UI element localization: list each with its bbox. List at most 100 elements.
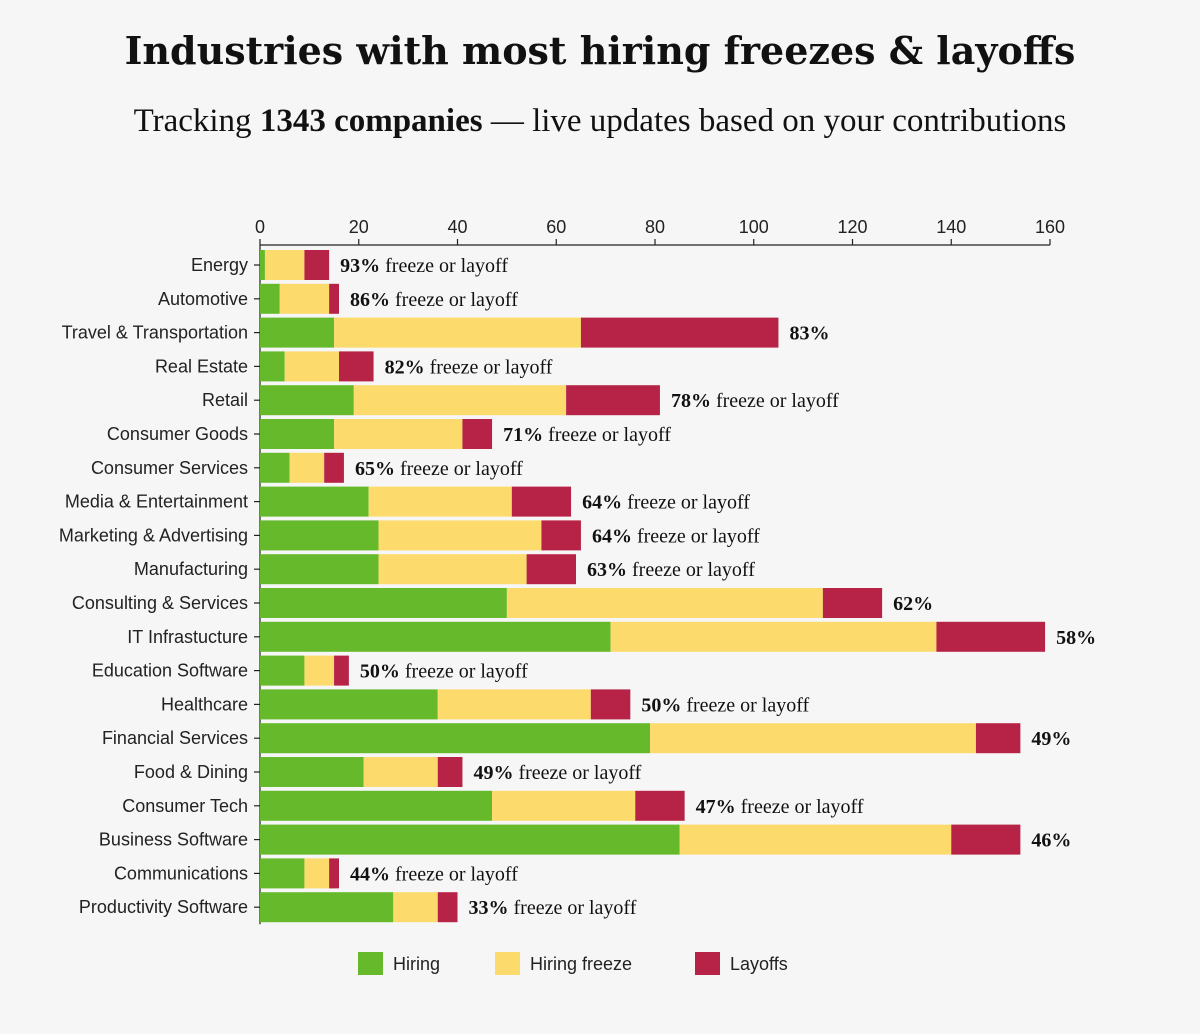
subtitle-suffix: — live updates based on your contributio… bbox=[482, 103, 1067, 139]
value-label: 63% freeze or layoff bbox=[587, 559, 755, 581]
value-label: 33% freeze or layoff bbox=[469, 897, 637, 919]
legend-label: Hiring freeze bbox=[530, 954, 632, 974]
bar-hiring bbox=[260, 588, 507, 618]
x-tick-label: 40 bbox=[447, 217, 467, 237]
bar-layoffs bbox=[511, 486, 572, 517]
value-label: 64% freeze or layoff bbox=[582, 492, 750, 514]
bar-hiring-freeze bbox=[279, 283, 330, 314]
bar-hiring-freeze bbox=[437, 689, 591, 720]
x-tick-label: 100 bbox=[739, 217, 769, 237]
value-label: 49% freeze or layoff bbox=[473, 762, 641, 784]
bar-hiring-freeze bbox=[334, 419, 463, 449]
bar-layoffs bbox=[437, 757, 463, 787]
value-label: 62% bbox=[893, 593, 933, 615]
category-label: Manufacturing bbox=[134, 559, 248, 579]
category-label: Consumer Services bbox=[91, 458, 248, 478]
subtitle-highlight: 1343 companies bbox=[259, 103, 483, 139]
bar-hiring-freeze bbox=[650, 723, 976, 754]
bar-hiring-freeze bbox=[284, 351, 339, 382]
category-label: Consulting & Services bbox=[72, 593, 248, 613]
bar-hiring bbox=[260, 655, 305, 686]
category-labels: Energy Automotive Travel & Transportation R… bbox=[59, 255, 260, 917]
category-label: Consumer Tech bbox=[122, 796, 248, 816]
bar-hiring bbox=[260, 486, 369, 517]
bar-hiring bbox=[260, 858, 305, 889]
bar-hiring-freeze bbox=[363, 757, 438, 787]
bar-layoffs bbox=[580, 317, 779, 348]
bar-layoffs bbox=[526, 554, 576, 585]
bar-hiring bbox=[260, 757, 364, 787]
value-label: 44% freeze or layoff bbox=[350, 863, 518, 885]
value-label: 47% freeze or layoff bbox=[696, 796, 864, 818]
value-label: 83% bbox=[789, 323, 829, 345]
category-label: Business Software bbox=[99, 830, 248, 850]
bar-layoffs bbox=[329, 858, 339, 889]
value-label: 65% freeze or layoff bbox=[355, 458, 523, 480]
bar-layoffs bbox=[334, 655, 349, 686]
bar-hiring-freeze bbox=[264, 250, 305, 280]
bar-hiring-freeze bbox=[506, 588, 823, 618]
bar-hiring bbox=[260, 723, 651, 754]
x-tick-label: 140 bbox=[936, 217, 966, 237]
category-label: Education Software bbox=[92, 661, 248, 681]
bar-layoffs bbox=[324, 452, 344, 483]
bar-hiring bbox=[260, 385, 354, 416]
category-label: Travel & Transportation bbox=[62, 323, 248, 343]
bar-hiring bbox=[260, 790, 493, 821]
bar-hiring bbox=[260, 351, 285, 382]
legend-swatch bbox=[495, 952, 520, 975]
x-tick-label: 20 bbox=[349, 217, 369, 237]
bar-layoffs bbox=[635, 790, 685, 821]
value-labels: 93% freeze or layoff 86% freeze or layoff… bbox=[340, 255, 1096, 919]
category-label: Healthcare bbox=[161, 694, 248, 714]
legend-item: Layoffs bbox=[695, 952, 788, 975]
bar-hiring-freeze bbox=[492, 790, 636, 821]
value-label: 58% bbox=[1056, 627, 1096, 649]
category-label: Financial Services bbox=[102, 728, 248, 748]
bar-layoffs bbox=[822, 588, 883, 618]
bar-hiring bbox=[260, 520, 379, 551]
category-label: Energy bbox=[191, 255, 248, 275]
category-label: Marketing & Advertising bbox=[59, 525, 248, 545]
bar-hiring-freeze bbox=[378, 520, 542, 551]
legend-label: Layoffs bbox=[730, 954, 788, 974]
value-label: 93% freeze or layoff bbox=[340, 255, 508, 277]
bar-layoffs bbox=[951, 824, 1021, 855]
chart-subtitle: Tracking 1343 companies — live updates b… bbox=[0, 103, 1200, 140]
chart-title: Industries with most hiring freezes & la… bbox=[124, 28, 1076, 73]
x-tick-label: 160 bbox=[1035, 217, 1065, 237]
legend: Hiring Hiring freeze Layoffs bbox=[358, 952, 788, 975]
bar-layoffs bbox=[329, 283, 339, 314]
value-label: 50% freeze or layoff bbox=[360, 661, 528, 683]
bar-layoffs bbox=[339, 351, 374, 382]
bar-hiring-freeze bbox=[378, 554, 527, 585]
bar-hiring bbox=[260, 689, 438, 720]
bar-hiring bbox=[260, 824, 680, 855]
value-label: 78% freeze or layoff bbox=[671, 390, 839, 412]
legend-item: Hiring bbox=[358, 952, 440, 975]
value-label: 46% bbox=[1031, 830, 1071, 852]
bar-hiring bbox=[260, 419, 335, 449]
bar-layoffs bbox=[462, 419, 493, 449]
category-label: Communications bbox=[114, 863, 248, 883]
legend-item: Hiring freeze bbox=[495, 952, 632, 975]
x-tick-label: 80 bbox=[645, 217, 665, 237]
category-label: IT Infrastucture bbox=[127, 627, 248, 647]
category-label: Real Estate bbox=[155, 356, 248, 376]
category-label: Media & Entertainment bbox=[65, 492, 248, 512]
bar-hiring bbox=[260, 250, 265, 280]
bar-hiring bbox=[260, 317, 335, 348]
category-label: Productivity Software bbox=[79, 897, 248, 917]
bar-hiring bbox=[260, 452, 290, 483]
bar-hiring-freeze bbox=[610, 621, 937, 652]
bar-hiring-freeze bbox=[368, 486, 512, 517]
bar-layoffs bbox=[975, 723, 1021, 754]
value-label: 71% freeze or layoff bbox=[503, 424, 671, 446]
bar-hiring bbox=[260, 892, 394, 923]
bar-hiring-freeze bbox=[304, 655, 335, 686]
bar-hiring-freeze bbox=[353, 385, 567, 416]
value-label: 50% freeze or layoff bbox=[641, 694, 809, 716]
value-label: 82% freeze or layoff bbox=[385, 356, 553, 378]
subtitle-prefix: Tracking bbox=[133, 103, 260, 139]
